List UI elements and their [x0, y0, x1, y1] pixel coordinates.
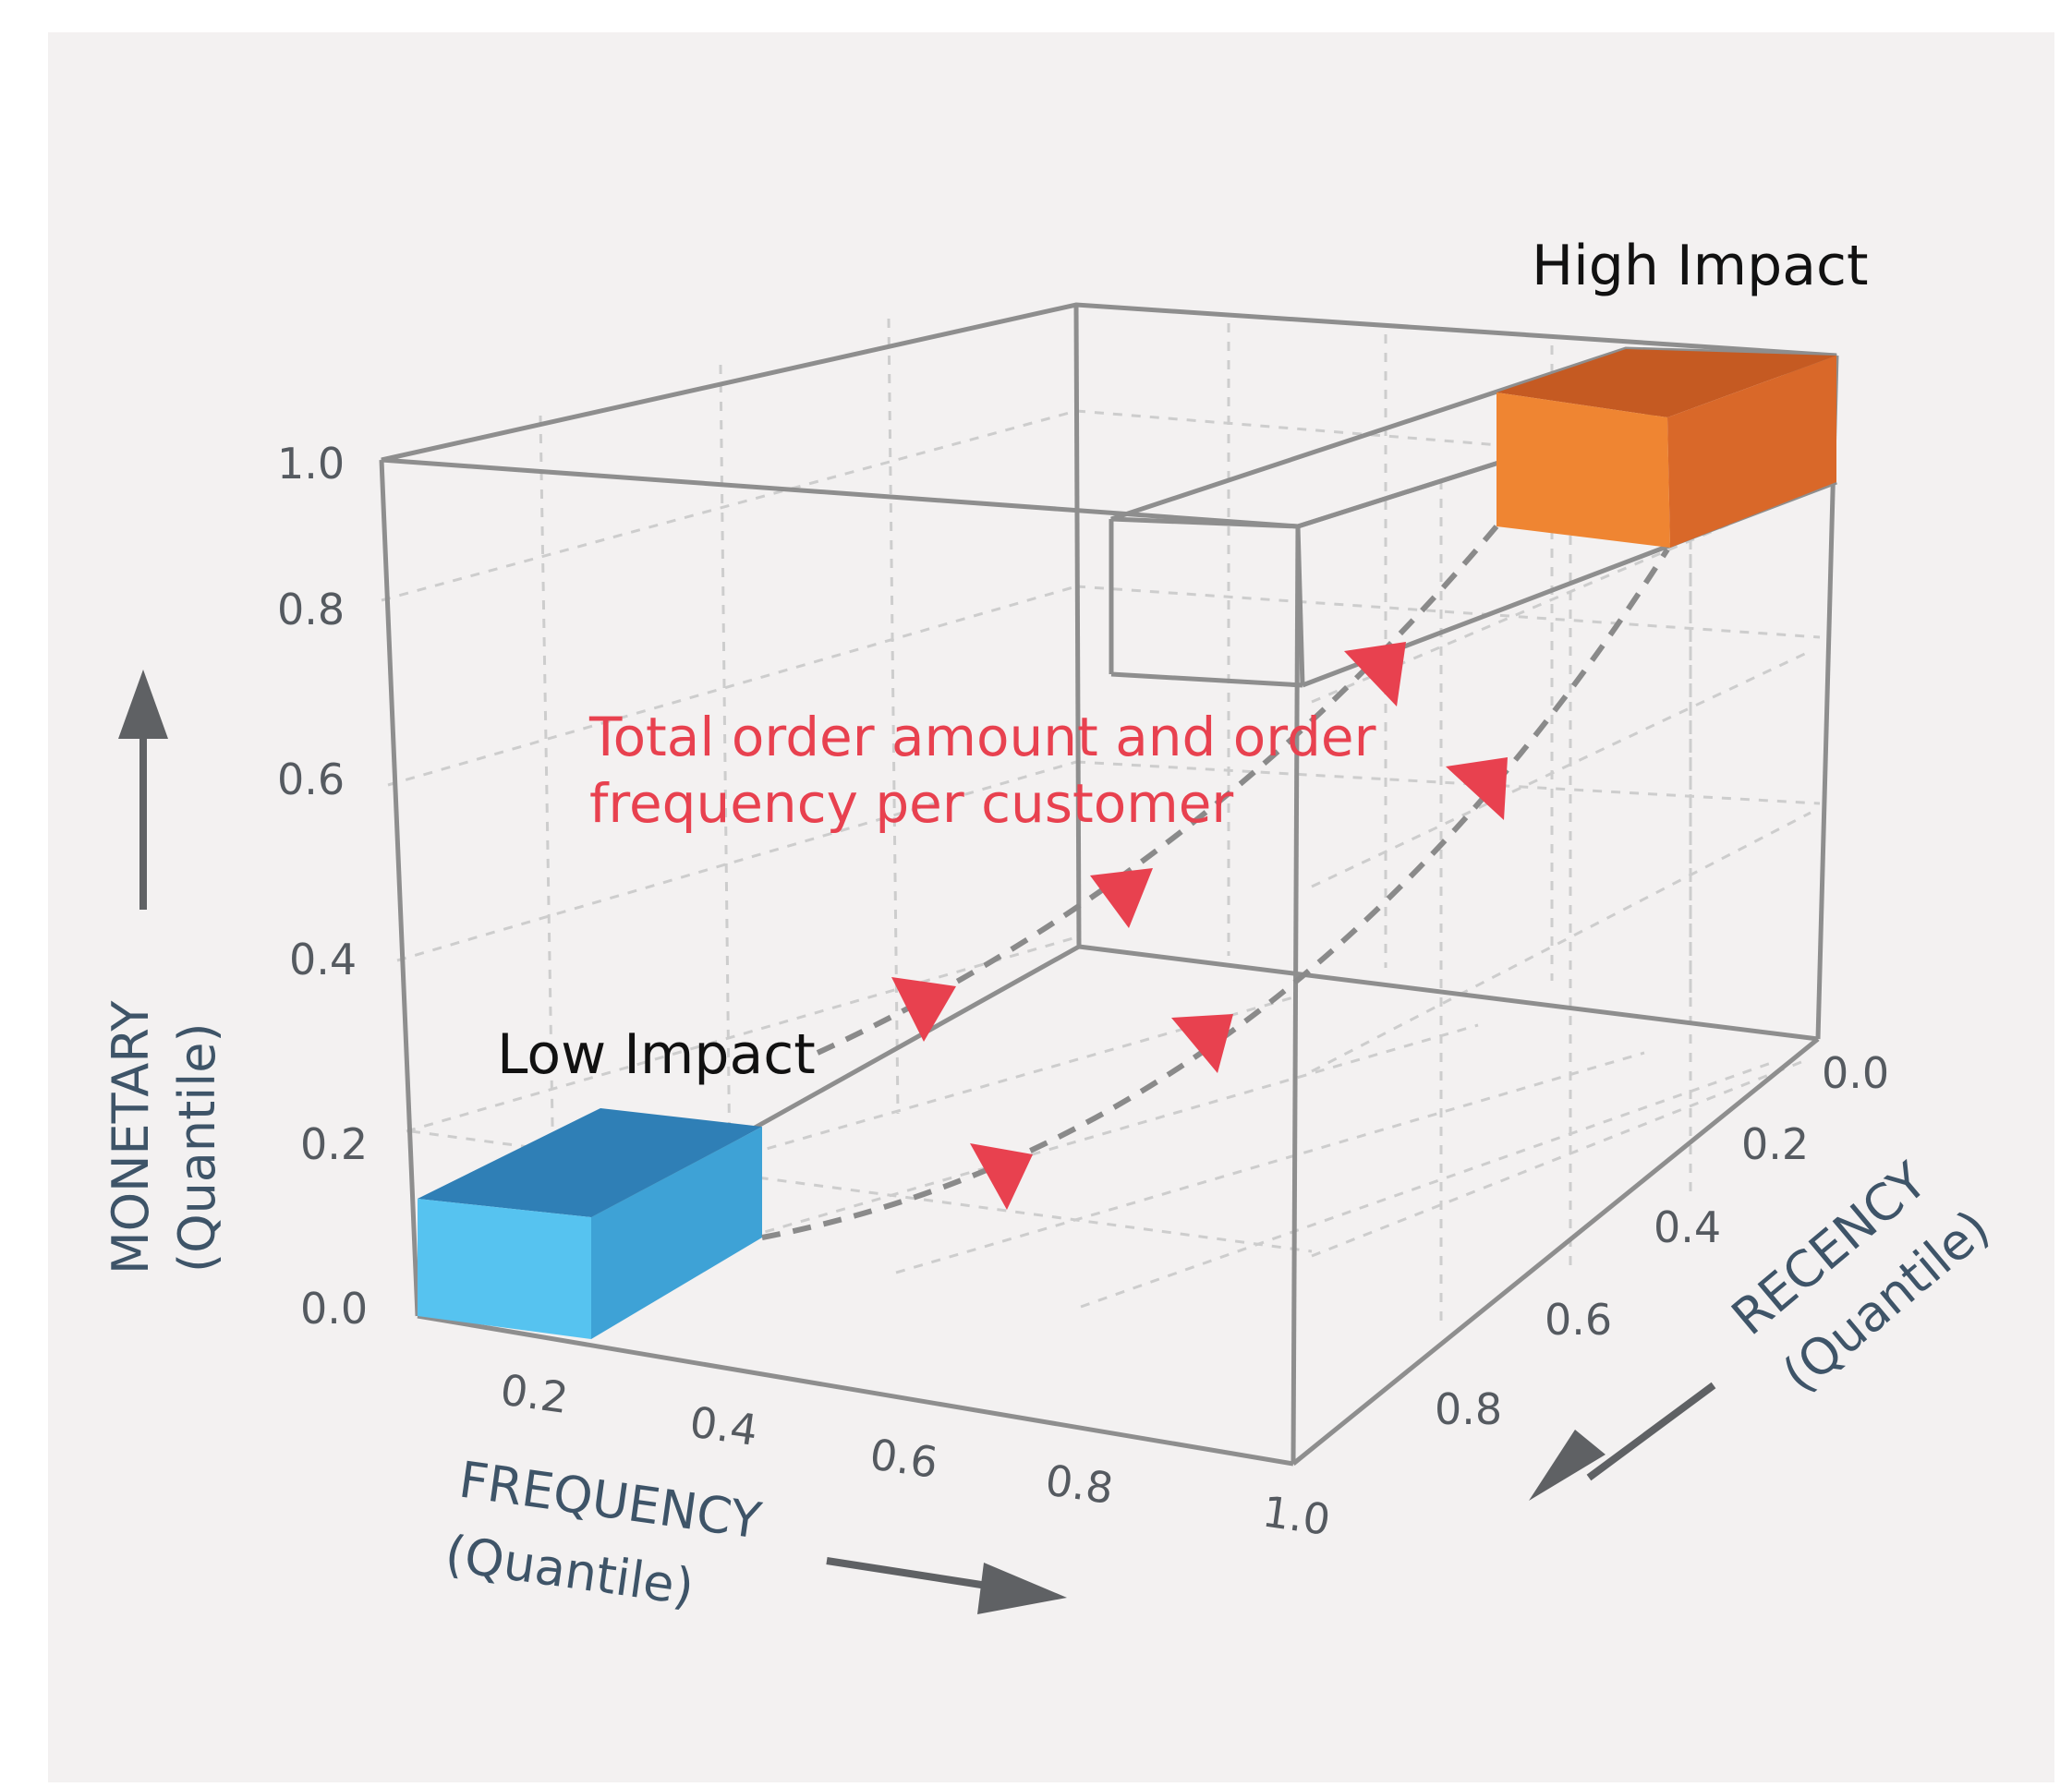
- frequency-arrow-icon: [826, 1557, 1067, 1614]
- monetary-tick: 1.0: [277, 439, 345, 489]
- high-impact-block-top: [1496, 349, 1836, 417]
- high-impact-block: [1496, 349, 1836, 548]
- recency-tick: 0.2: [1741, 1119, 1809, 1169]
- low-impact-block: [418, 1108, 762, 1339]
- frequency-ticks: 0.2 0.4 0.6 0.8 1.0: [497, 1364, 1333, 1545]
- monetary-tick: 0.0: [300, 1284, 368, 1334]
- recency-tick: 0.8: [1435, 1384, 1502, 1434]
- background-panel: [48, 32, 2054, 1787]
- monetary-tick: 0.6: [277, 755, 345, 804]
- monetary-tick: 0.2: [300, 1119, 368, 1169]
- frequency-tick: 0.2: [497, 1364, 571, 1423]
- recency-tick: 0.6: [1545, 1295, 1612, 1345]
- arrow-marker: [1171, 1014, 1233, 1073]
- low-impact-block-top: [418, 1108, 762, 1217]
- monetary-tick: 0.8: [277, 585, 345, 634]
- progression-path-upper: [816, 525, 1499, 1056]
- progression-path-lower: [761, 548, 1670, 1240]
- monetary-subtitle: (Quantile): [168, 1022, 226, 1273]
- progression-paths: [761, 525, 1670, 1240]
- recency-ticks: 0.0 0.2 0.4 0.6 0.8: [1435, 1048, 1889, 1434]
- arrow-marker: [1446, 757, 1508, 820]
- frequency-tick: 1.0: [1259, 1486, 1333, 1545]
- arrow-marker: [970, 1143, 1033, 1210]
- high-impact-block-front: [1496, 392, 1670, 548]
- monetary-axis-title: MONETARY (Quantile): [102, 670, 226, 1274]
- frequency-tick: 0.4: [686, 1396, 760, 1455]
- arrow-marker: [891, 977, 956, 1042]
- low-impact-block-front: [418, 1199, 591, 1339]
- monetary-ticks: 0.0 0.2 0.4 0.6 0.8 1.0: [277, 439, 368, 1334]
- arrow-marker: [1090, 868, 1153, 928]
- frequency-tick: 0.6: [866, 1429, 940, 1488]
- monetary-tick: 0.4: [289, 935, 357, 984]
- annotation-line-2: frequency per customer: [589, 772, 1233, 835]
- direction-arrows: [891, 642, 1508, 1210]
- annotation-line-1: Total order amount and order: [588, 706, 1376, 768]
- high-impact-label: High Impact: [1532, 234, 1868, 298]
- low-impact-block-side: [591, 1127, 762, 1339]
- high-impact-block-side: [1667, 356, 1836, 548]
- recency-tick: 0.4: [1654, 1202, 1721, 1252]
- arrow-marker: [1344, 642, 1406, 706]
- frequency-tick: 0.8: [1042, 1455, 1116, 1514]
- cube-frame: [379, 302, 1839, 1467]
- monetary-title: MONETARY: [102, 1000, 160, 1274]
- low-impact-label: Low Impact: [497, 1022, 816, 1087]
- recency-arrow-icon: [1529, 1382, 1716, 1501]
- recency-tick: 0.0: [1822, 1048, 1889, 1098]
- monetary-arrow-icon: [118, 670, 168, 910]
